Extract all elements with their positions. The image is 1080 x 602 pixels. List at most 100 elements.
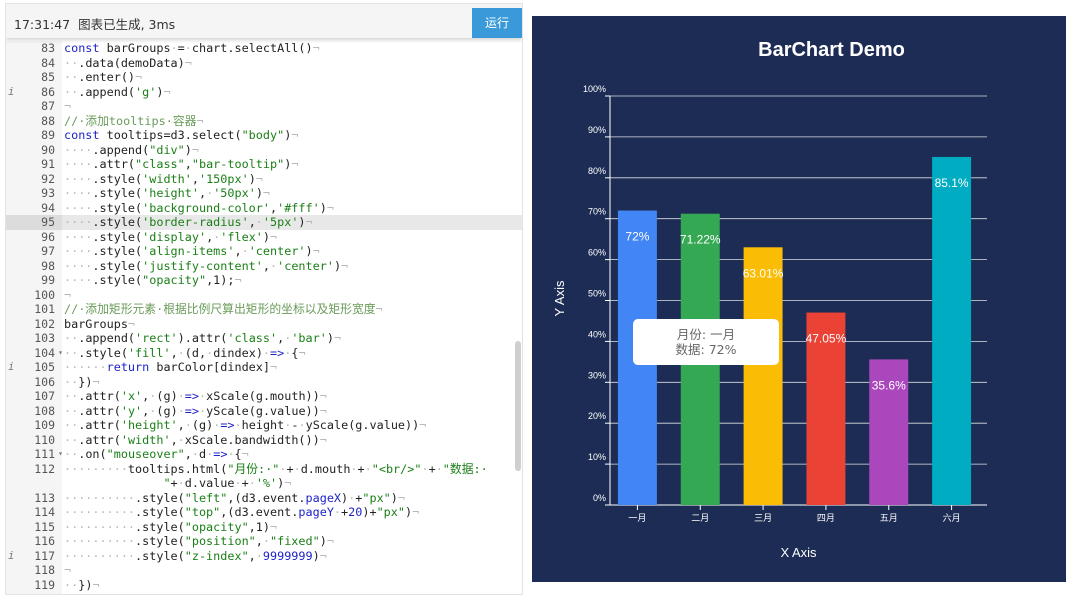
code-text: //·添加tooltips·容器¬ [64,113,204,128]
code-line[interactable]: 95 ····.style('border-radius',·'5px')¬ [6,215,522,230]
bar-value-label: 47.05% [806,332,847,346]
code-text: ··.attr('height',·(g)·=>·height·-·yScale… [64,418,427,432]
code-line[interactable]: 109 ··.attr('height',·(g)·=>·height·-·ySc… [6,418,522,433]
bar-value-label: 72% [625,230,649,244]
code-text: ··.on("mouseover",·d·=>·{¬ [64,447,249,461]
line-number-gutter [6,41,62,594]
line-number: 100 [34,287,55,302]
code-line[interactable]: 92 ····.style('width','150px')¬ [6,172,522,187]
line-number: 94 [41,200,55,215]
code-text: ¬ [64,99,72,113]
vertical-scrollbar[interactable] [515,341,521,471]
bar-value-label: 71.22% [680,233,721,247]
line-number: 103 [34,331,55,345]
line-number: 115 [34,519,55,534]
x-axis-title: X Axis [780,545,817,560]
x-tick-label: 二月 [691,513,709,524]
code-line[interactable]: 114 ··········.style("top",(d3.event.page… [6,505,522,520]
y-tick-label: 90% [588,125,606,135]
code-line[interactable]: 100 ¬ [6,288,522,303]
y-tick-label: 70% [588,207,606,217]
x-tick-label: 四月 [817,513,835,524]
line-number: 95 [6,215,62,230]
code-line[interactable]: 103 ··.append('rect').attr('class',·'bar'… [6,331,522,346]
code-line[interactable]: 90 ····.append("div")¬ [6,143,522,158]
line-number: 111 ▾ [34,447,63,461]
y-tick-label: 80% [588,166,606,176]
code-text: ····.style('background-color','#fff')¬ [64,200,334,215]
code-text: ····.style('width','150px')¬ [64,171,263,186]
code-line[interactable]: 101 //·添加矩形元素·根据比例尺算出矩形的坐标以及矩形宽度¬ [6,302,522,317]
y-tick-label: 20% [588,411,606,421]
chart-panel: BarChart Demo 0% 10% 20% 30% 40% 50% 60% 70% 80% 9… [532,16,1066,582]
status-bar: 17:31:47 图表已生成, 3ms 运行 [6,4,522,38]
code-text: const tooltips=d3.select("body")¬ [64,128,299,142]
code-text: ····.style('display',·'flex')¬ [64,229,278,244]
code-line[interactable]: 96 ····.style('display',·'flex')¬ [6,230,522,245]
code-line[interactable]: 118 ¬ [6,563,522,578]
code-line[interactable]: 91 ····.attr("class","bar-tooltip")¬ [6,157,522,172]
code-line[interactable]: i 105 ······return barColor[dindex]¬ [6,360,522,375]
code-line[interactable]: 88 //·添加tooltips·容器¬ [6,114,522,129]
code-line[interactable]: 112 ·········tooltips.html("月份:·"·+·d.mou… [6,462,522,477]
line-number: i 86 [8,84,55,99]
code-line[interactable]: 84 ··.data(demoData)¬ [6,56,522,71]
code-line[interactable]: 94 ····.style('background-color','#fff')¬ [6,201,522,216]
code-line[interactable]: 115 ··········.style("opacity",1)¬ [6,520,522,535]
line-number: 112 [34,461,55,476]
line-number: 97 [41,244,55,258]
code-text: ····.style('border-radius',·'5px')¬ [64,215,313,229]
code-line[interactable]: 102 barGroups¬ [6,317,522,332]
code-line[interactable]: 116 ··········.style("position",·"fixed")… [6,534,522,549]
code-line[interactable]: 89 const tooltips=d3.select("body")¬ [6,128,522,143]
line-number: 85 [41,70,55,84]
code-area[interactable]: 83 const barGroups·=·chart.selectAll()¬ 84… [6,41,522,594]
line-number: 90 [41,142,55,157]
code-text: ··.style('fill',·(d,·dindex)·=>·{¬ [64,345,306,360]
code-text: ····.attr("class","bar-tooltip")¬ [64,157,299,171]
code-line[interactable]: 108 ··.attr('y',·(g)·=>·yScale(g.value))¬ [6,404,522,419]
fold-toggle-icon[interactable]: ▾ [58,347,63,357]
code-line[interactable]: 87 ¬ [6,99,522,114]
line-number: 114 [34,505,55,519]
line-number: 108 [34,403,55,418]
line-number: 119 [34,577,55,592]
code-line[interactable]: 85 ··.enter()¬ [6,70,522,85]
code-line[interactable]: 107 ··.attr('x',·(g)·=>·xScale(g.mouth))¬ [6,389,522,404]
code-text: ····.style('height',·'50px')¬ [64,186,271,200]
info-marker-icon: i [8,85,15,98]
code-line[interactable]: 97 ····.style('align-items',·'center')¬ [6,244,522,259]
code-text: ····.style('align-items',·'center')¬ [64,244,320,258]
line-number: 84 [41,55,55,70]
code-line[interactable]: 98 ····.style('justify-content',·'center'… [6,259,522,274]
line-number: 98 [41,258,55,273]
code-text: "+·d.value·+·'%')¬ [163,476,292,490]
code-line[interactable]: 106 ··})¬ [6,375,522,390]
line-number: 88 [41,113,55,128]
code-line[interactable]: 119 ··})¬ [6,578,522,593]
fold-toggle-icon[interactable]: ▾ [58,449,63,458]
code-line[interactable]: i 117 ··········.style("z-index",·9999999)… [6,549,522,564]
status-text: 17:31:47 图表已生成, 3ms [14,17,176,32]
code-text: ··.append('rect').attr('class',·'bar')¬ [64,331,342,345]
code-line[interactable]: 83 const barGroups·=·chart.selectAll()¬ [6,41,522,56]
code-line[interactable]: i 86 ··.append('g')¬ [6,85,522,100]
y-tick-label: 0% [593,493,606,503]
run-button[interactable]: 运行 [472,8,522,38]
code-text: const barGroups·=·chart.selectAll()¬ [64,41,320,55]
code-editor[interactable]: 17:31:47 图表已生成, 3ms 运行 83 const barGroups… [6,4,522,594]
code-line[interactable]: "+·d.value·+·'%')¬ [6,476,522,491]
info-marker-icon: i [8,549,15,562]
code-line[interactable]: 93 ····.style('height',·'50px')¬ [6,186,522,201]
code-line[interactable]: 99 ····.style("opacity",1);¬ [6,273,522,288]
code-line[interactable]: 110 ··.attr('width',·xScale.bandwidth())¬ [6,433,522,448]
code-line[interactable]: 111 ▾ ··.on("mouseover",·d·=>·{¬ [6,447,522,462]
code-text: ··········.style("position",·"fixed")¬ [64,534,334,548]
code-line[interactable]: 113 ··········.style("left",(d3.event.pag… [6,491,522,506]
x-tick-label: 三月 [754,513,772,524]
code-line[interactable]: 104 ▾ ··.style('fill',·(d,·dindex)·=>·{¬ [6,346,522,361]
y-tick-label: 50% [588,289,606,299]
line-number [6,476,62,491]
x-tick-label: 一月 [628,513,646,524]
code-text: //·添加矩形元素·根据比例尺算出矩形的坐标以及矩形宽度¬ [64,302,383,316]
